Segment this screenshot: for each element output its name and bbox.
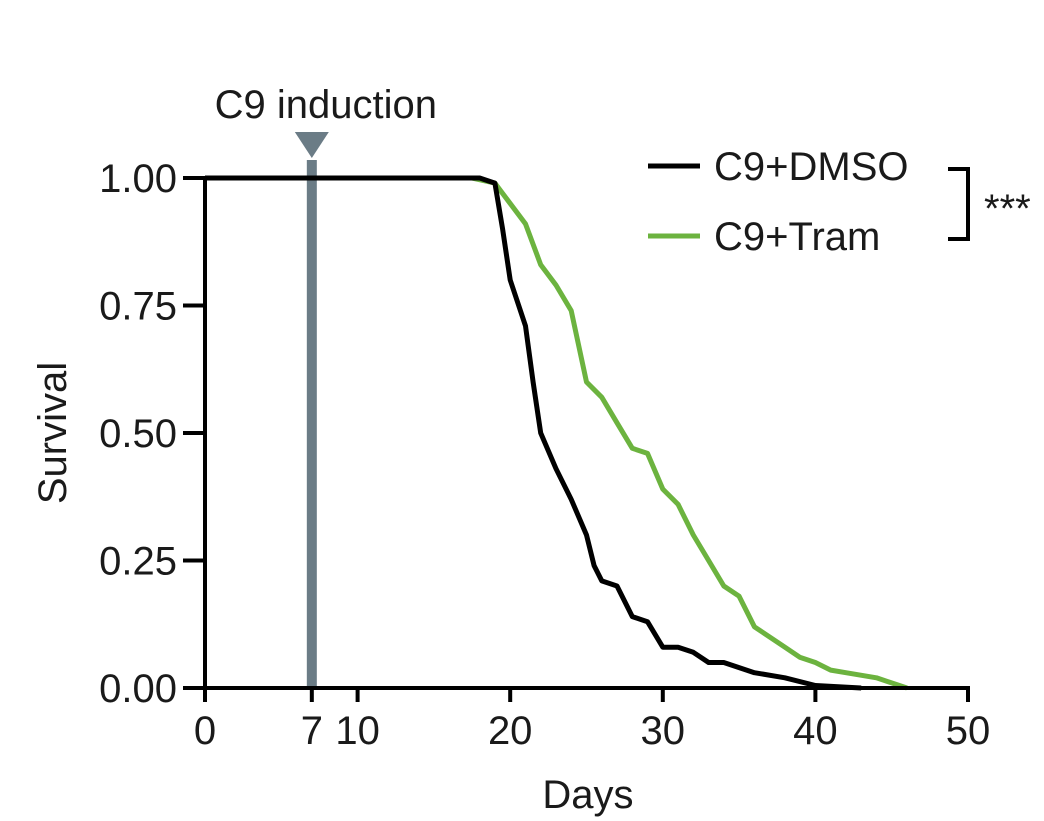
induction-arrow-icon — [294, 132, 329, 158]
y-axis-label: Survival — [31, 362, 75, 504]
y-tick-label: 0.75 — [99, 285, 177, 329]
x-tick-label: 40 — [793, 709, 838, 753]
x-axis-label: Days — [542, 773, 633, 817]
legend-label: C9+Tram — [714, 215, 880, 259]
y-tick-label: 1.00 — [99, 157, 177, 201]
x-tick-label: 30 — [641, 709, 686, 753]
x-tick-label: 10 — [335, 709, 380, 753]
x-ticks: 0 7 10 20 30 40 50 — [194, 688, 990, 753]
x-tick-label: 0 — [194, 709, 216, 753]
x-tick-label: 20 — [488, 709, 533, 753]
significance-bracket-line — [948, 167, 970, 241]
y-tick-label: 0.50 — [99, 412, 177, 456]
significance-bracket: *** — [948, 167, 1031, 241]
induction-annotation: C9 induction — [215, 83, 437, 688]
induction-label: C9 induction — [215, 83, 437, 127]
y-tick-label: 0.25 — [99, 540, 177, 584]
axes: 0 7 10 20 30 40 50 0.00 0.25 0.50 0.75 1.00 — [99, 157, 990, 753]
legend: C9+DMSO C9+Tram — [648, 145, 909, 259]
significance-label: *** — [984, 187, 1031, 231]
y-tick-label: 0.00 — [99, 667, 177, 711]
x-tick-label: 7 — [301, 709, 323, 753]
series-line-tram — [471, 175, 908, 691]
induction-bar — [306, 160, 317, 688]
series-lines — [205, 175, 908, 691]
series-line-dmso — [205, 175, 862, 691]
legend-label: C9+DMSO — [714, 145, 909, 189]
y-ticks: 0.00 0.25 0.50 0.75 1.00 — [99, 157, 205, 711]
x-tick-label: 50 — [946, 709, 991, 753]
